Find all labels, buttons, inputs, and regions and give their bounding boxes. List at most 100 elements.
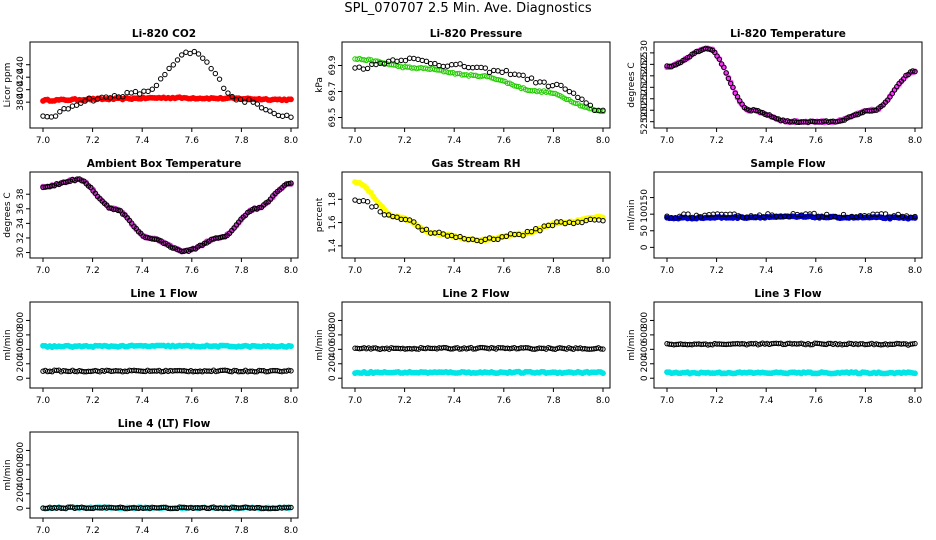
y-tick-label: 52.30 bbox=[640, 40, 650, 66]
panel-title: Ambient Box Temperature bbox=[87, 158, 242, 170]
panel-title: Li-820 CO2 bbox=[132, 28, 196, 40]
x-tick-label: 7.2 bbox=[85, 526, 99, 536]
series-average bbox=[664, 45, 918, 126]
y-tick-label: 0 bbox=[640, 244, 650, 250]
data-point bbox=[153, 82, 160, 89]
data-point bbox=[910, 341, 916, 347]
x-tick-label: 7.0 bbox=[348, 136, 363, 146]
y-tick-label: 800 bbox=[16, 442, 26, 459]
data-point bbox=[136, 91, 143, 97]
y-axis-title: ml/min bbox=[3, 459, 13, 490]
data-point bbox=[145, 88, 151, 95]
data-point bbox=[78, 100, 84, 106]
x-tick-label: 7.8 bbox=[546, 396, 561, 406]
data-point bbox=[839, 117, 845, 124]
y-tick-label: 440 bbox=[16, 56, 26, 73]
data-point bbox=[258, 105, 265, 111]
x-tick-label: 7.6 bbox=[185, 266, 200, 276]
data-point bbox=[513, 83, 520, 89]
y-axis-title: degrees C bbox=[627, 62, 637, 107]
data-point bbox=[251, 369, 258, 375]
panel-title: Gas Stream RH bbox=[431, 158, 520, 170]
panel-title: Li-820 Temperature bbox=[730, 28, 846, 40]
series-average bbox=[40, 176, 294, 255]
y-tick-label: 400 bbox=[16, 470, 26, 487]
series-average bbox=[352, 55, 606, 115]
data-point bbox=[503, 67, 510, 74]
data-point bbox=[286, 367, 292, 373]
panel-title: Line 3 Flow bbox=[754, 288, 821, 300]
series-raw bbox=[664, 340, 918, 348]
data-point bbox=[423, 58, 430, 65]
plot-frame bbox=[653, 171, 923, 259]
data-point bbox=[500, 78, 506, 84]
panel-line-2-flow: Line 2 Flow 7.0 7.2 7.4 7.6 7.8 8.0 0 2004006008… bbox=[315, 288, 611, 406]
series-average bbox=[40, 94, 294, 104]
y-axis-title: Licor ppm bbox=[3, 63, 13, 108]
x-tick-label: 8.0 bbox=[284, 136, 299, 146]
y-tick-label: 50 bbox=[640, 225, 650, 237]
data-point bbox=[381, 61, 388, 67]
x-tick-label: 8.0 bbox=[908, 136, 923, 146]
panel-line-1-flow: Line 1 Flow 7.0 7.2 7.4 7.6 7.8 8.0 0 2004006008… bbox=[3, 288, 299, 406]
panel-li820-temperature: Li-820 Temperature 7.0 7.2 7.4 7.6 7.8 8.0 52.0… bbox=[627, 28, 923, 146]
data-point bbox=[170, 62, 177, 68]
data-point bbox=[705, 46, 711, 52]
x-tick-label: 7.8 bbox=[858, 266, 873, 276]
y-tick-label: 36 bbox=[16, 203, 26, 215]
y-tick-label: 52.10 bbox=[640, 86, 650, 112]
data-point bbox=[558, 82, 564, 89]
data-point bbox=[415, 56, 421, 63]
data-point bbox=[288, 368, 294, 374]
y-tick-label: 150 bbox=[640, 189, 650, 206]
x-tick-label: 7.4 bbox=[135, 526, 150, 536]
x-tick-label: 7.8 bbox=[234, 396, 249, 406]
data-point bbox=[755, 342, 761, 348]
x-tick-label: 8.0 bbox=[596, 396, 611, 406]
data-point bbox=[201, 240, 208, 247]
y-tick-label: 400 bbox=[328, 340, 338, 357]
y-tick-label: 69.5 bbox=[328, 107, 338, 127]
series-raw bbox=[352, 55, 606, 114]
data-point bbox=[57, 109, 63, 115]
data-point bbox=[225, 90, 231, 96]
y-tick-label: 420 bbox=[16, 68, 26, 85]
data-point bbox=[912, 215, 918, 221]
series-raw bbox=[40, 367, 294, 375]
y-tick-label: 600 bbox=[328, 326, 338, 343]
data-point bbox=[90, 98, 97, 104]
data-point bbox=[406, 217, 413, 223]
x-tick-label: 7.0 bbox=[348, 396, 363, 406]
x-tick-label: 7.4 bbox=[447, 266, 462, 276]
series-average bbox=[40, 342, 294, 351]
data-point bbox=[457, 61, 463, 67]
data-point bbox=[912, 68, 918, 75]
data-point bbox=[545, 83, 552, 89]
y-tick-label: 800 bbox=[328, 312, 338, 329]
y-tick-label: 200 bbox=[16, 485, 26, 502]
data-point bbox=[454, 70, 461, 77]
data-point bbox=[288, 96, 294, 103]
plot-frame bbox=[341, 171, 611, 259]
data-point bbox=[115, 207, 121, 214]
data-point bbox=[528, 228, 535, 235]
plot-frame bbox=[29, 41, 299, 129]
data-point bbox=[533, 226, 539, 232]
data-point bbox=[600, 107, 606, 114]
y-tick-label: 200 bbox=[328, 355, 338, 372]
y-tick-label: 400 bbox=[640, 340, 650, 357]
data-point bbox=[65, 106, 71, 112]
plot-frame bbox=[341, 301, 611, 389]
data-point bbox=[563, 96, 570, 103]
panel-title: Line 2 Flow bbox=[442, 288, 509, 300]
series-raw bbox=[664, 45, 918, 126]
data-point bbox=[600, 218, 606, 224]
data-point bbox=[279, 113, 286, 119]
data-point bbox=[160, 240, 167, 247]
x-tick-label: 7.2 bbox=[85, 136, 99, 146]
data-point bbox=[174, 57, 181, 63]
plot-frame bbox=[341, 41, 611, 129]
data-point bbox=[78, 178, 85, 184]
data-point bbox=[436, 62, 442, 69]
data-point bbox=[912, 370, 918, 377]
